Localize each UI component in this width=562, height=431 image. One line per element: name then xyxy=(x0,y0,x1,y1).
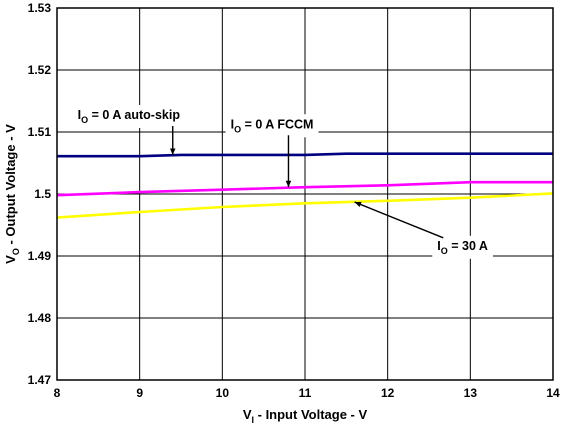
x-axis-title-rest: - Input Voltage - V xyxy=(254,407,367,422)
y-tick-label: 1.48 xyxy=(28,311,52,325)
series-line xyxy=(56,180,553,197)
annotation-arrowhead xyxy=(285,180,292,188)
annotation-label: IO = 30 A xyxy=(437,239,488,256)
grid xyxy=(56,7,554,381)
annotation-label-rest: = 0 A FCCM xyxy=(241,117,313,131)
series-lines xyxy=(56,152,554,219)
series-annotation: IO = 30 A xyxy=(354,201,493,259)
series-line xyxy=(57,152,553,158)
y-axis-title-main: V xyxy=(3,255,18,264)
annotation-arrowhead xyxy=(354,201,362,207)
x-axis-title-sub: I xyxy=(252,415,255,425)
x-axis-title: VI - Input Voltage - V xyxy=(243,407,368,425)
annotation-arrowhead xyxy=(170,148,176,155)
annotation-label-main: I xyxy=(437,239,440,253)
x-tick-labels: 8 9 10 11 12 13 14 xyxy=(54,386,560,400)
annotation-label-sub: O xyxy=(81,115,88,125)
y-axis-title-rest: - Output Voltage - V xyxy=(3,124,18,248)
annotation-label-sub: O xyxy=(441,246,448,256)
annotation-label: IO = 0 A FCCM xyxy=(231,117,314,134)
annotation-label-rest: = 0 A auto-skip xyxy=(88,108,180,122)
y-tick-labels: 1.53 1.52 1.51 1.5 1.49 1.48 1.47 xyxy=(28,1,52,387)
x-tick-label: 12 xyxy=(381,386,395,400)
x-tick-label: 8 xyxy=(54,386,61,400)
annotation-label-main: I xyxy=(231,117,234,131)
x-tick-label: 11 xyxy=(299,386,312,400)
y-tick-label: 1.5 xyxy=(34,187,51,201)
x-tick-label: 13 xyxy=(464,386,478,400)
x-tick-label: 10 xyxy=(216,386,230,400)
annotation-label: IO = 0 A auto-skip xyxy=(78,108,181,125)
y-axis-title: VO - Output Voltage - V xyxy=(3,124,21,264)
series-line xyxy=(56,192,554,219)
y-tick-label: 1.52 xyxy=(28,63,52,77)
y-tick-label: 1.47 xyxy=(28,373,52,387)
annotation-label-main: I xyxy=(78,108,81,122)
annotation-background xyxy=(432,235,493,259)
x-axis-title-main: V xyxy=(243,407,252,422)
annotation-label-sub: O xyxy=(234,124,241,134)
annotation-leader-line xyxy=(354,201,444,239)
y-tick-label: 1.53 xyxy=(28,1,52,15)
x-tick-label: 9 xyxy=(136,386,143,400)
annotation-background xyxy=(225,114,319,138)
annotation-label-rest: = 30 A xyxy=(448,239,488,253)
series-annotation: IO = 0 A auto-skip xyxy=(72,104,186,155)
y-tick-label: 1.49 xyxy=(28,249,52,263)
annotation-background xyxy=(72,104,186,128)
series-annotation: IO = 0 A FCCM xyxy=(225,114,319,188)
x-tick-label: 14 xyxy=(546,386,560,400)
y-axis-title-sub: O xyxy=(11,248,21,255)
plot-frame xyxy=(56,7,554,381)
y-tick-label: 1.51 xyxy=(28,125,52,139)
